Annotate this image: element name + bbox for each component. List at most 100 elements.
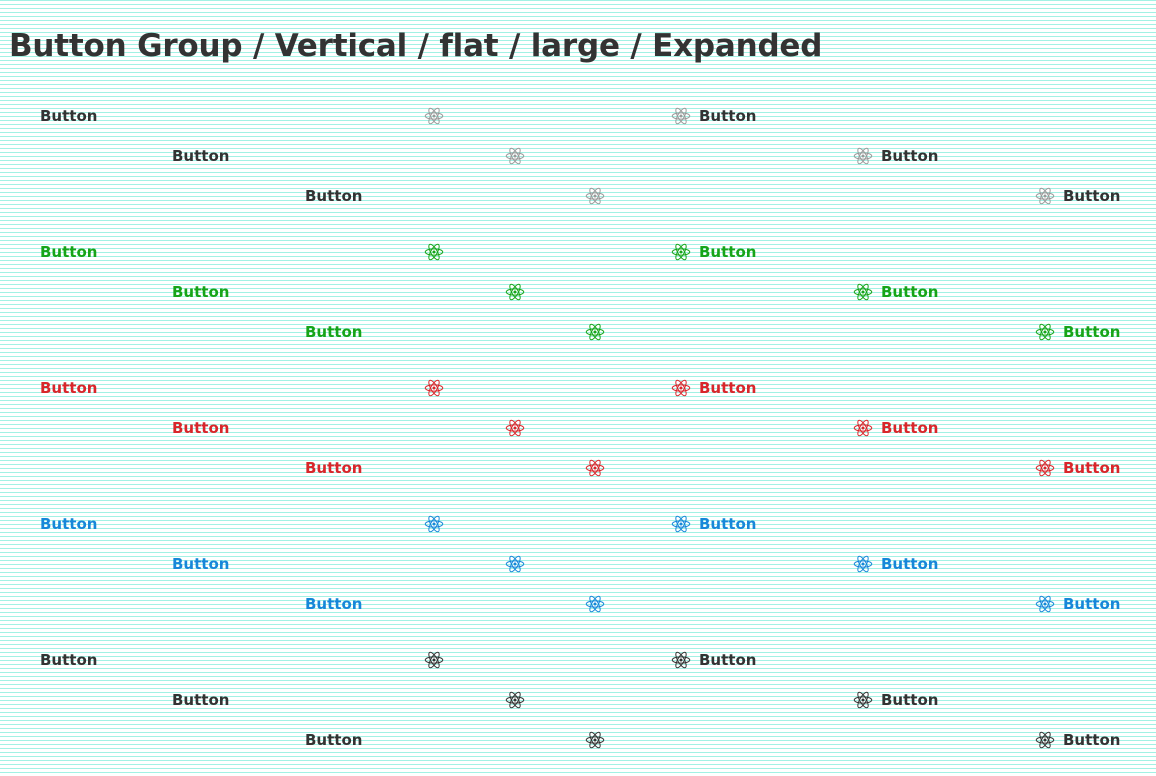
atom-icon [853,146,873,166]
atom-icon [505,418,525,438]
atom-icon [505,554,525,574]
icon-text-button[interactable]: Button [671,106,756,126]
icon-text-button[interactable]: Button [1035,458,1120,478]
button-label: Button [40,515,98,533]
button-group-success: Button Button Button Button Button Butto… [0,242,1156,362]
button-label: Button [1063,323,1121,341]
atom-icon [853,690,873,710]
atom-icon [671,514,691,534]
button-label: Button [40,379,98,397]
text-button[interactable]: Button [305,594,362,614]
text-button[interactable]: Button [40,650,97,670]
button-group-default: Button Button Button Button Button Butto… [0,106,1156,226]
atom-icon [424,242,444,262]
atom-icon [505,146,525,166]
atom-icon [671,378,691,398]
button-group-danger: Button Button Button Button Button Butto… [0,378,1156,498]
text-button[interactable]: Button [172,282,229,302]
atom-icon [585,458,605,478]
text-button[interactable]: Button [305,458,362,478]
text-button[interactable]: Button [172,146,229,166]
icon-button[interactable] [505,282,525,302]
button-label: Button [305,731,363,749]
atom-icon [671,650,691,670]
icon-button[interactable] [585,186,605,206]
icon-button[interactable] [505,690,525,710]
atom-icon [585,322,605,342]
atom-icon [505,282,525,302]
text-button[interactable]: Button [172,690,229,710]
icon-text-button[interactable]: Button [671,242,756,262]
button-label: Button [172,147,230,165]
atom-icon [1035,458,1055,478]
icon-text-button[interactable]: Button [1035,730,1120,750]
icon-text-button[interactable]: Button [853,554,938,574]
button-label: Button [40,243,98,261]
icon-text-button[interactable]: Button [1035,594,1120,614]
atom-icon [1035,730,1055,750]
text-button[interactable]: Button [305,322,362,342]
button-label: Button [699,107,757,125]
button-label: Button [699,651,757,669]
button-label: Button [699,243,757,261]
button-label: Button [172,691,230,709]
atom-icon [505,690,525,710]
icon-text-button[interactable]: Button [671,650,756,670]
icon-text-button[interactable]: Button [1035,322,1120,342]
atom-icon [853,418,873,438]
icon-text-button[interactable]: Button [853,282,938,302]
atom-icon [585,186,605,206]
icon-button[interactable] [424,106,444,126]
button-label: Button [1063,459,1121,477]
text-button[interactable]: Button [40,106,97,126]
button-label: Button [305,595,363,613]
icon-button[interactable] [424,650,444,670]
atom-icon [671,242,691,262]
icon-text-button[interactable]: Button [853,146,938,166]
icon-text-button[interactable]: Button [671,378,756,398]
icon-text-button[interactable]: Button [1035,186,1120,206]
button-label: Button [881,555,939,573]
icon-button[interactable] [505,146,525,166]
atom-icon [424,378,444,398]
icon-button[interactable] [585,458,605,478]
icon-button[interactable] [424,242,444,262]
button-label: Button [305,459,363,477]
button-label: Button [305,187,363,205]
button-label: Button [172,419,230,437]
atom-icon [1035,186,1055,206]
atom-icon [1035,594,1055,614]
text-button[interactable]: Button [40,378,97,398]
button-label: Button [881,147,939,165]
icon-button[interactable] [585,322,605,342]
atom-icon [585,594,605,614]
button-label: Button [40,651,98,669]
button-label: Button [172,555,230,573]
atom-icon [1035,322,1055,342]
atom-icon [424,514,444,534]
button-label: Button [172,283,230,301]
button-label: Button [881,691,939,709]
icon-button[interactable] [424,514,444,534]
icon-button[interactable] [585,594,605,614]
icon-text-button[interactable]: Button [853,690,938,710]
icon-button[interactable] [424,378,444,398]
button-group-dark: Button Button Button Button Button Butto… [0,650,1156,770]
text-button[interactable]: Button [305,730,362,750]
atom-icon [424,106,444,126]
text-button[interactable]: Button [305,186,362,206]
atom-icon [671,106,691,126]
button-label: Button [1063,187,1121,205]
button-label: Button [881,283,939,301]
icon-button[interactable] [505,554,525,574]
text-button[interactable]: Button [40,242,97,262]
icon-button[interactable] [505,418,525,438]
icon-text-button[interactable]: Button [671,514,756,534]
text-button[interactable]: Button [172,554,229,574]
atom-icon [853,282,873,302]
text-button[interactable]: Button [40,514,97,534]
text-button[interactable]: Button [172,418,229,438]
atom-icon [424,650,444,670]
icon-text-button[interactable]: Button [853,418,938,438]
icon-button[interactable] [585,730,605,750]
